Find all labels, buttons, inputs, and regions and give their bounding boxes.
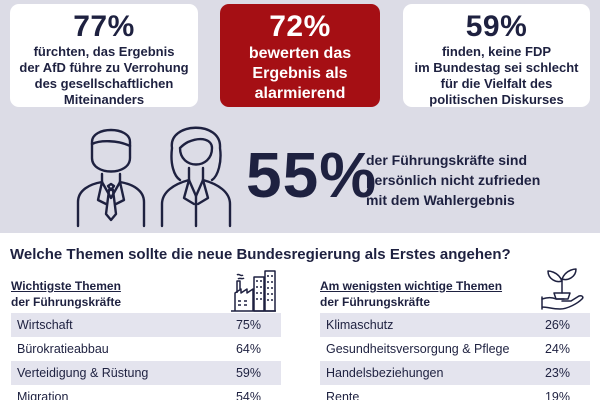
stat-card-3: 59% finden, keine FDP im Bundestag sei s… [403,4,590,107]
topic-label: Wirtschaft [17,318,73,332]
stat-card-2: 72% bewerten das Ergebnis als alarmieren… [220,4,380,107]
topic-value: 64% [235,342,261,356]
stat-card-2-text: bewerten das Ergebnis als alarmierend [248,45,352,102]
stat-card-2-percent: 72% [269,10,331,43]
topic-value: 26% [544,318,570,332]
topic-value: 23% [544,366,570,380]
topic-value: 54% [235,390,261,400]
least-important-title: Am wenigsten wichtige Themen [320,279,503,293]
topic-value: 59% [235,366,261,380]
stat-card-1-percent: 77% [73,10,135,43]
least-important-subtitle: der Führungskräfte [320,295,431,309]
topic-label: Rente [326,390,360,400]
most-important-title: Wichtigste Themen [11,279,121,293]
table-row: Handelsbeziehungen 23% [320,361,590,385]
topic-value: 19% [544,390,570,400]
business-people-icon [76,126,232,228]
topic-value: 24% [544,342,570,356]
table-row: Gesundheitsversorgung & Pflege 24% [320,337,590,361]
topic-label: Verteidigung & Rüstung [17,366,149,380]
stat-card-1: 77% fürchten, das Ergebnis der AfD führe… [10,4,198,107]
factory-buildings-icon [231,270,276,312]
topic-value: 75% [235,318,261,332]
most-important-subtitle: der Führungskräfte [11,295,122,309]
topic-label: Bürokratieabbau [17,342,109,356]
most-important-header: Wichtigste Themen der Führungskräfte [11,270,281,313]
highlight-percent: 55% [246,139,378,211]
table-row: Rente 19% [320,385,590,400]
stat-card-3-text: finden, keine FDP im Bundestag sei schle… [414,44,579,107]
topic-label: Gesundheitsversorgung & Pflege [326,342,510,356]
table-row: Verteidigung & Rüstung 59% [11,361,281,385]
least-important-topics: Am wenigsten wichtige Themen der Führung… [320,268,590,400]
stat-card-1-text: fürchten, das Ergebnis der AfD führe zu … [19,44,189,107]
topic-label: Migration [17,390,69,400]
most-important-topics: Wichtigste Themen der Führungskräfte Wir… [11,270,281,400]
most-important-list: Wirtschaft 75% Bürokratieabbau 64% Verte… [11,313,281,400]
table-row: Bürokratieabbau 64% [11,337,281,361]
least-important-list: Klimaschutz 26% Gesundheitsversorgung & … [320,313,590,400]
topic-label: Klimaschutz [326,318,394,332]
question-heading: Welche Themen sollte die neue Bundesregi… [10,246,511,263]
table-row: Wirtschaft 75% [11,313,281,337]
table-row: Migration 54% [11,385,281,400]
least-important-header: Am wenigsten wichtige Themen der Führung… [320,268,590,313]
plant-in-hand-icon [541,268,584,310]
topic-label: Handelsbeziehungen [326,366,444,380]
table-row: Klimaschutz 26% [320,313,590,337]
highlight-text: der Führungskräfte sind persönlich nicht… [366,152,541,208]
topics-panel: Welche Themen sollte die neue Bundesregi… [0,233,600,400]
stat-card-3-percent: 59% [465,10,528,43]
